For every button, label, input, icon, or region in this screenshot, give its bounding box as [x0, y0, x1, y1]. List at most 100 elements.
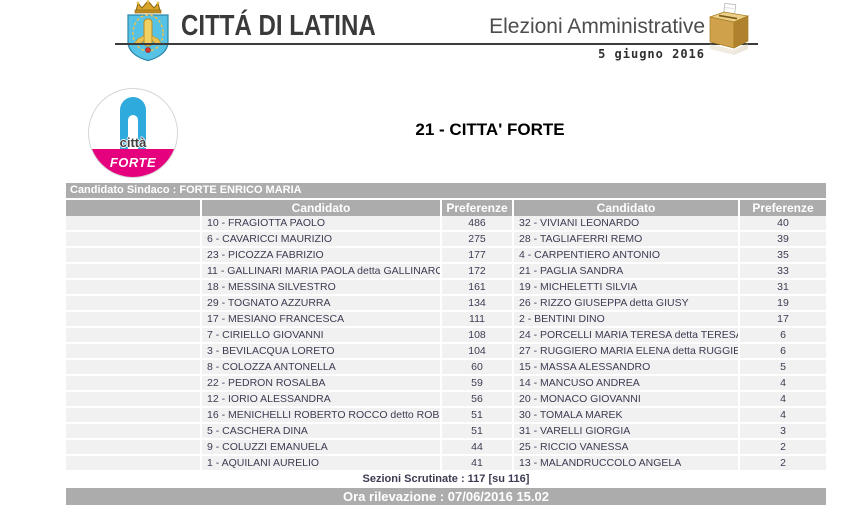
candidate-name: 24 - PORCELLI MARIA TERESA detta TERESA [514, 328, 738, 342]
preference-count: 51 [442, 424, 512, 438]
row-spacer [66, 456, 200, 470]
candidate-name: 3 - BEVILACQUA LORETO [202, 344, 440, 358]
list-title: 21 - CITTA' FORTE [415, 120, 565, 139]
candidate-name: 23 - PICOZZA FABRIZIO [202, 248, 440, 262]
preference-count: 486 [442, 216, 512, 230]
candidate-name: 30 - TOMALA MAREK [514, 408, 738, 422]
logo-pink-band [89, 149, 177, 177]
candidate-name: 7 - CIRIELLO GIOVANNI [202, 328, 440, 342]
preference-count: 3 [740, 424, 826, 438]
city-title: CITTÁ DI LATINA [181, 10, 376, 42]
preference-count: 39 [740, 232, 826, 246]
preference-count: 2 [740, 440, 826, 454]
preference-count: 17 [740, 312, 826, 326]
preference-count: 104 [442, 344, 512, 358]
candidate-name: 2 - BENTINI DINO [514, 312, 738, 326]
preference-count: 41 [442, 456, 512, 470]
preference-count: 134 [442, 296, 512, 310]
candidate-name: 13 - MALANDRUCCOLO ANGELA [514, 456, 738, 470]
candidate-name: 22 - PEDRON ROSALBA [202, 376, 440, 390]
row-spacer [66, 232, 200, 246]
citta-forte-list-logo: città FORTE [88, 88, 178, 178]
election-date: 5 giugno 2016 [598, 47, 705, 61]
preference-count: 177 [442, 248, 512, 262]
col-header-preferenze-right: Preferenze [740, 200, 826, 216]
preference-count: 19 [740, 296, 826, 310]
preference-count: 4 [740, 392, 826, 406]
preference-count: 4 [740, 376, 826, 390]
candidate-name: 25 - RICCIO VANESSA [514, 440, 738, 454]
preference-count: 35 [740, 248, 826, 262]
preference-count: 40 [740, 216, 826, 230]
row-spacer [66, 312, 200, 326]
arch-icon [120, 97, 146, 151]
preference-count: 6 [740, 328, 826, 342]
preference-count: 4 [740, 408, 826, 422]
row-spacer [66, 424, 200, 438]
col-header-candidato-right: Candidato [514, 200, 738, 216]
preference-count: 111 [442, 312, 512, 326]
latina-coat-of-arms-icon [118, 0, 178, 62]
sections-counted-text: Sezioni Scrutinate : 117 [su 116] [66, 472, 826, 486]
candidate-name: 20 - MONACO GIOVANNI [514, 392, 738, 406]
preference-count: 60 [442, 360, 512, 374]
preference-count: 59 [442, 376, 512, 390]
row-spacer [66, 296, 200, 310]
preference-count: 275 [442, 232, 512, 246]
candidate-name: 16 - MENICHELLI ROBERTO ROCCO detto ROBE… [202, 408, 440, 422]
preference-count: 172 [442, 264, 512, 278]
preferences-table: Candidato Preferenze Candidato Preferenz… [66, 200, 826, 505]
preference-count: 2 [740, 456, 826, 470]
logo-text-forte: FORTE [109, 155, 157, 170]
candidate-name: 10 - FRAGIOTTA PAOLO [202, 216, 440, 230]
candidate-name: 15 - MASSA ALESSANDRO [514, 360, 738, 374]
mayor-candidate-header: Candidato Sindaco : FORTE ENRICO MARIA [66, 183, 826, 198]
row-spacer [66, 360, 200, 374]
candidate-name: 1 - AQUILANI AURELIO [202, 456, 440, 470]
candidate-name: 18 - MESSINA SILVESTRO [202, 280, 440, 294]
preference-count: 33 [740, 264, 826, 278]
ballot-box-icon [707, 2, 751, 55]
row-spacer [66, 264, 200, 278]
row-spacer [66, 392, 200, 406]
row-spacer [66, 408, 200, 422]
preference-count: 161 [442, 280, 512, 294]
row-spacer [66, 216, 200, 230]
candidate-name: 9 - COLUZZI EMANUELA [202, 440, 440, 454]
preference-count: 51 [442, 408, 512, 422]
col-header-preferenze-left: Preferenze [442, 200, 512, 216]
preference-count: 44 [442, 440, 512, 454]
col-header-candidato-left: Candidato [202, 200, 440, 216]
candidate-name: 31 - VARELLI GIORGIA [514, 424, 738, 438]
candidate-name: 21 - PAGLIA SANDRA [514, 264, 738, 278]
candidate-name: 8 - COLOZZA ANTONELLA [202, 360, 440, 374]
header-divider [115, 43, 758, 45]
candidate-name: 26 - RIZZO GIUSEPPA detta GIUSY [514, 296, 738, 310]
row-spacer [66, 328, 200, 342]
row-spacer [66, 280, 200, 294]
candidate-name: 14 - MANCUSO ANDREA [514, 376, 738, 390]
candidate-name: 19 - MICHELETTI SILVIA [514, 280, 738, 294]
candidate-name: 6 - CAVARICCI MAURIZIO [202, 232, 440, 246]
row-spacer [66, 440, 200, 454]
row-spacer [66, 344, 200, 358]
logo-text-citta: città [119, 135, 147, 150]
candidate-name: 17 - MESIANO FRANCESCA [202, 312, 440, 326]
preference-count: 6 [740, 344, 826, 358]
candidate-name: 32 - VIVIANI LEONARDO [514, 216, 738, 230]
col-header-empty [66, 200, 200, 216]
survey-time-bar: Ora rilevazione : 07/06/2016 15.02 [66, 488, 826, 505]
candidate-name: 28 - TAGLIAFERRI REMO [514, 232, 738, 246]
preference-count: 108 [442, 328, 512, 342]
candidate-name: 11 - GALLINARI MARIA PAOLA detta GALLINA… [202, 264, 440, 278]
preference-count: 31 [740, 280, 826, 294]
election-title: Elezioni Amministrative [489, 15, 705, 38]
candidate-name: 27 - RUGGIERO MARIA ELENA detta RUGGIERO [514, 344, 738, 358]
preference-count: 56 [442, 392, 512, 406]
row-spacer [66, 248, 200, 262]
row-spacer [66, 376, 200, 390]
candidate-name: 29 - TOGNATO AZZURRA [202, 296, 440, 310]
candidate-name: 5 - CASCHERA DINA [202, 424, 440, 438]
preference-count: 5 [740, 360, 826, 374]
candidate-name: 12 - IORIO ALESSANDRA [202, 392, 440, 406]
